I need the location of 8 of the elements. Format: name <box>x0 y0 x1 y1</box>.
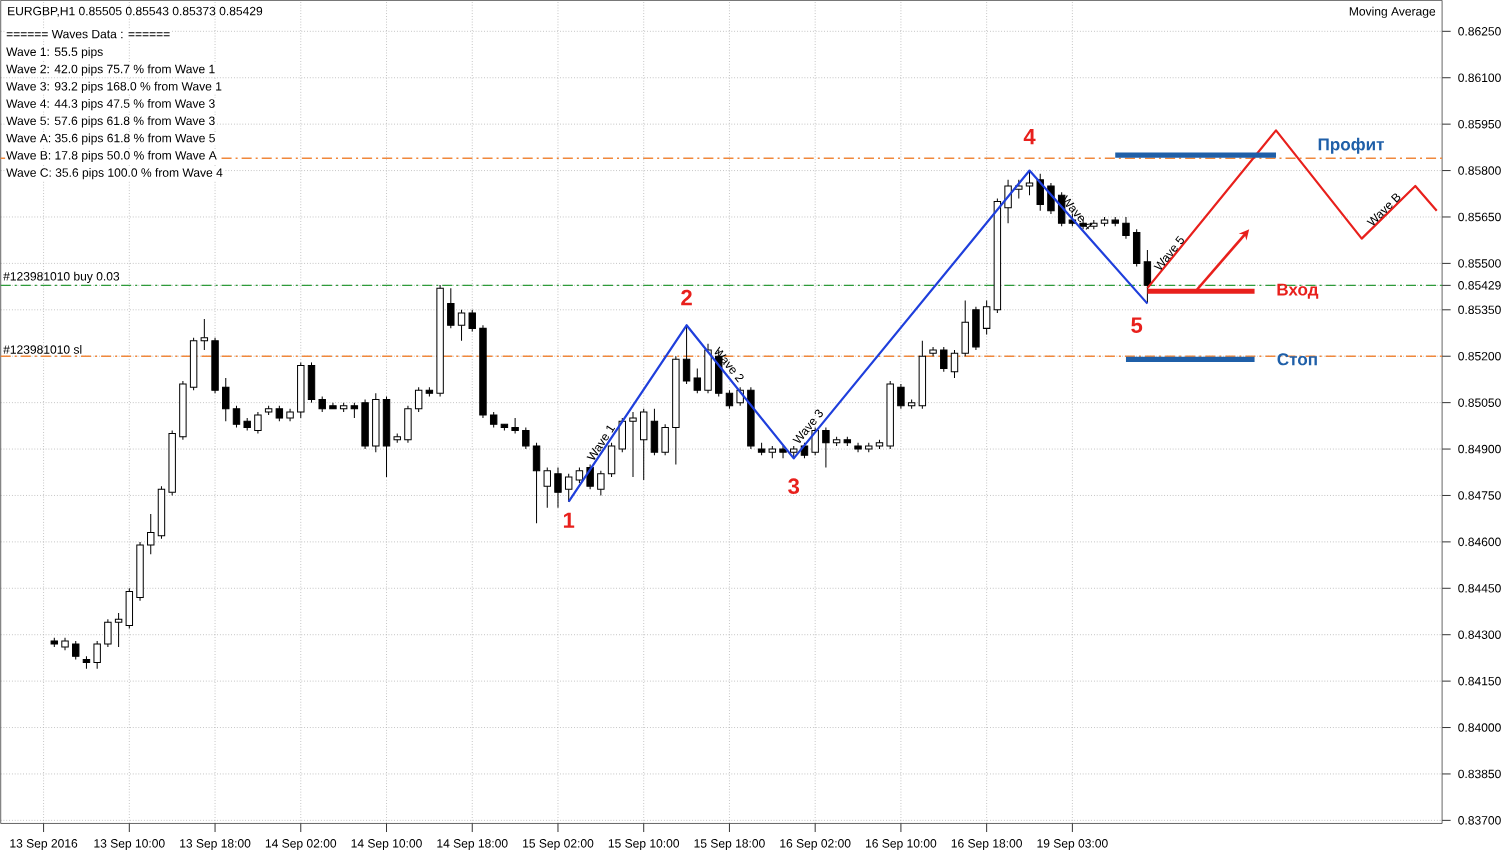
annotation: 5 <box>1131 317 1143 333</box>
annotation: Стоп <box>1277 352 1317 365</box>
annotation: 2 <box>681 289 692 305</box>
annotation: Профит <box>1318 137 1384 154</box>
annotation: 1 <box>563 512 575 528</box>
annotation: Вход <box>1277 283 1319 299</box>
annotation: 4 <box>1023 128 1036 144</box>
annotation: 3 <box>788 478 800 494</box>
